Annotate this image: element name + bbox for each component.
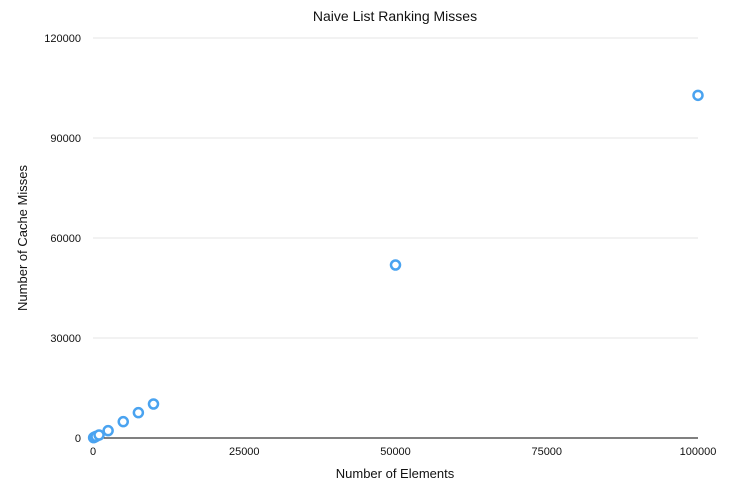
x-tick-label: 75000	[531, 446, 562, 458]
data-point	[93, 429, 105, 441]
x-tick-label: 25000	[229, 446, 260, 458]
y-tick-label: 90000	[50, 133, 81, 145]
data-point	[117, 415, 129, 428]
y-axis-label: Number of Cache Misses	[15, 165, 30, 311]
x-tick-labels: 0 25000 50000 75000 100000	[90, 446, 716, 458]
data-point	[692, 89, 704, 102]
gridlines	[93, 37, 698, 339]
data-point	[389, 259, 402, 271]
y-tick-label: 60000	[50, 233, 81, 245]
x-tick-label: 50000	[380, 446, 411, 458]
x-axis-label: Number of Elements	[336, 466, 455, 481]
y-tick-label: 0	[75, 433, 81, 445]
x-tick-label: 0	[90, 446, 96, 458]
data-point	[132, 406, 145, 419]
data-points	[87, 89, 704, 444]
chart-title: Naive List Ranking Misses	[313, 8, 477, 24]
data-point	[102, 424, 114, 437]
data-point	[147, 398, 160, 410]
y-tick-labels: 0 30000 60000 90000 120000	[44, 33, 81, 445]
x-tick-label: 100000	[680, 446, 717, 458]
y-tick-label: 120000	[44, 33, 81, 45]
y-tick-label: 30000	[50, 333, 81, 345]
